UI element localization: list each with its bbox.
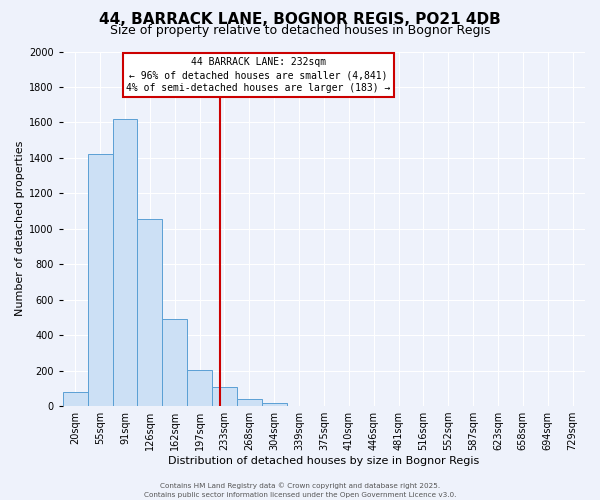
Text: Contains public sector information licensed under the Open Government Licence v3: Contains public sector information licen… [144,492,456,498]
Text: Size of property relative to detached houses in Bognor Regis: Size of property relative to detached ho… [110,24,490,37]
Bar [162,319,187,406]
Bar [113,119,137,406]
Text: 44, BARRACK LANE, BOGNOR REGIS, PO21 4DB: 44, BARRACK LANE, BOGNOR REGIS, PO21 4DB [99,12,501,28]
Bar [237,399,262,406]
X-axis label: Distribution of detached houses by size in Bognor Regis: Distribution of detached houses by size … [168,456,479,466]
Text: Contains HM Land Registry data © Crown copyright and database right 2025.: Contains HM Land Registry data © Crown c… [160,482,440,489]
Bar [212,388,237,406]
Y-axis label: Number of detached properties: Number of detached properties [15,141,25,316]
Bar [63,392,88,406]
Bar [187,370,212,406]
Bar [88,154,113,406]
Bar [137,219,162,406]
Bar [262,403,287,406]
Text: 44 BARRACK LANE: 232sqm
← 96% of detached houses are smaller (4,841)
4% of semi-: 44 BARRACK LANE: 232sqm ← 96% of detache… [127,57,391,93]
